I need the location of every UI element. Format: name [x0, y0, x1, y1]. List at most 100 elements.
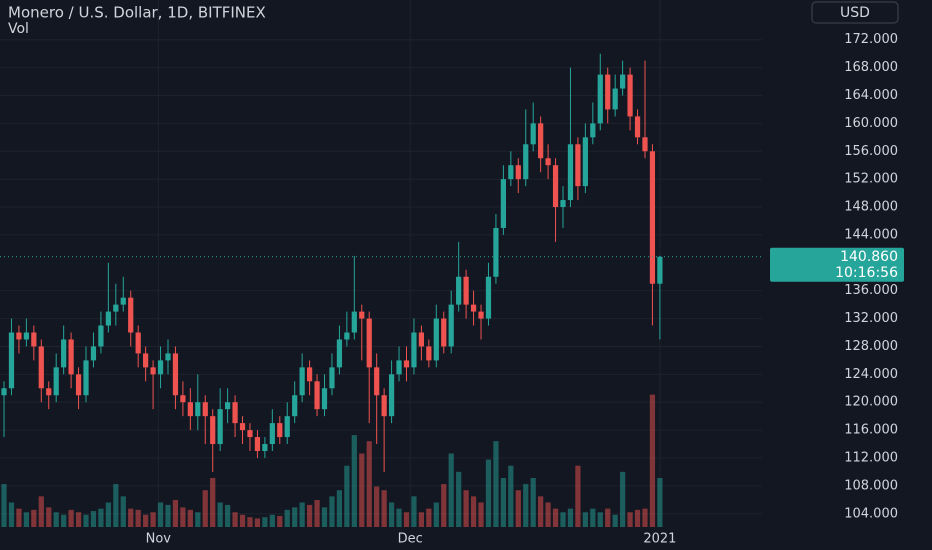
volume-bar [336, 490, 343, 527]
volume-bar [113, 484, 119, 527]
volume-bar [329, 496, 335, 527]
candle-body [433, 318, 439, 361]
volume-bar [150, 512, 156, 527]
candle-body [403, 360, 410, 368]
volume-bar [493, 441, 499, 527]
candle-layer [1, 53, 663, 472]
volume-bar [642, 508, 648, 527]
y-tick-label: 120.000 [844, 395, 898, 410]
y-tick-label: 136.000 [844, 283, 898, 298]
volume-bar [135, 509, 141, 527]
candle-body [590, 123, 596, 138]
candle-body [90, 346, 97, 361]
candle-body [195, 402, 201, 417]
y-tick-label: 132.000 [844, 311, 898, 326]
candle-body [180, 395, 186, 403]
candle-body [478, 311, 484, 319]
volume-bar [366, 441, 372, 527]
candle-body [426, 346, 432, 361]
candle-body [567, 144, 574, 201]
candle-body [23, 332, 29, 340]
volume-bar [538, 496, 544, 527]
candle-body [336, 339, 343, 368]
candle-body [597, 74, 603, 124]
candle-body [649, 151, 656, 284]
volume-bar [590, 508, 596, 527]
volume-bar [120, 496, 126, 527]
volume-bar [657, 477, 663, 527]
candle-body [314, 381, 320, 410]
candle-body [143, 353, 149, 368]
volume-bar [515, 490, 521, 527]
candle-body [31, 332, 37, 347]
volume-bar [649, 394, 656, 527]
volume-bar [359, 453, 365, 527]
volume-bar [433, 502, 439, 527]
volume-layer [1, 394, 663, 527]
candle-body [538, 123, 544, 159]
candle-body [359, 311, 365, 319]
volume-bar [448, 453, 454, 527]
candle-body [210, 416, 216, 445]
volume-bar [426, 508, 432, 527]
candle-body [620, 74, 626, 89]
candle-body [269, 423, 275, 445]
volume-bar [627, 512, 633, 527]
candle-body [560, 200, 566, 208]
y-tick-label: 156.000 [844, 144, 898, 159]
y-tick-label: 124.000 [844, 367, 898, 382]
volume-bar [605, 508, 611, 527]
candle-body [508, 165, 514, 180]
y-tick-label: 144.000 [844, 227, 898, 242]
candle-body [217, 409, 223, 445]
candle-body [374, 367, 380, 396]
candle-body [418, 332, 425, 347]
candle-body [61, 339, 67, 368]
volume-bar [441, 484, 447, 527]
candle-body [552, 165, 559, 208]
volume-bar [567, 508, 574, 527]
y-tick-label: 108.000 [844, 478, 898, 493]
volume-bar [172, 500, 179, 527]
volume-bar [530, 477, 536, 527]
currency-button[interactable] [811, 1, 899, 24]
candle-body [344, 332, 350, 340]
volume-bar [321, 507, 328, 527]
candle-body [388, 374, 395, 417]
volume-bar [620, 471, 626, 527]
volume-bar [381, 490, 387, 527]
candle-body [515, 165, 521, 180]
volume-bar [582, 512, 588, 527]
grid [0, 0, 762, 527]
volume-bar [202, 490, 208, 527]
candle-body [582, 137, 588, 187]
candle-body [254, 437, 261, 452]
candle-body [83, 360, 89, 396]
volume-bar [239, 514, 246, 527]
candle-body [612, 88, 618, 110]
candle-body [627, 74, 633, 117]
y-tick-label: 116.000 [844, 423, 898, 438]
candle-body [120, 297, 126, 305]
candle-body [396, 360, 402, 375]
volume-bar [344, 465, 350, 527]
volume-bar [262, 517, 268, 527]
volume-bar [314, 500, 320, 527]
x-tick-label: 2021 [643, 532, 676, 547]
candle-body [545, 158, 551, 166]
volume-bar [210, 477, 216, 527]
volume-bar [351, 435, 357, 527]
volume-bar [269, 514, 275, 527]
volume-bar [157, 502, 164, 527]
volume-bar [508, 465, 514, 527]
candle-body [329, 367, 335, 389]
candle-body [1, 388, 7, 396]
volume-bar [165, 504, 171, 527]
candle-body [239, 423, 246, 431]
volume-bar [388, 502, 395, 527]
y-tick-label: 160.000 [844, 116, 898, 131]
volume-bar [396, 508, 402, 527]
volume-bar [418, 512, 425, 527]
currency-label: USD [840, 5, 870, 21]
